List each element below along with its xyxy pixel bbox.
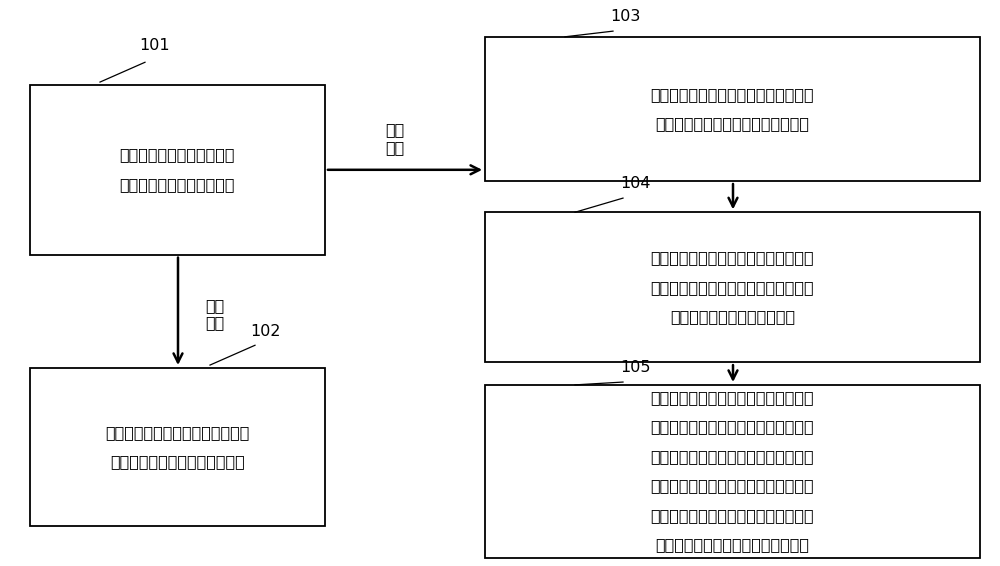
Text: 在每一单位碰撞时长的制动减速度变化: 在每一单位碰撞时长的制动减速度变化	[651, 449, 814, 464]
Text: 104: 104	[620, 177, 650, 191]
Text: 斜率，控制车辆按照所确定的制动减速: 斜率，控制车辆按照所确定的制动减速	[651, 478, 814, 494]
Text: ，确定本车当前的行驶模式: ，确定本车当前的行驶模式	[120, 177, 235, 192]
Text: 105: 105	[620, 361, 650, 375]
Text: 度变化斜率对本车的实际制动减速度进: 度变化斜率对本车的实际制动减速度进	[651, 508, 814, 523]
Text: 102: 102	[250, 324, 280, 338]
Text: 巡航
模式: 巡航 模式	[205, 298, 225, 331]
Text: 根据本车以及前车的相关行驶参数，确: 根据本车以及前车的相关行驶参数，确	[651, 87, 814, 102]
Text: 与前车之间的相对速度，计算出本车与: 与前车之间的相对速度，计算出本车与	[651, 280, 814, 295]
Text: 行调整，直至调整至目标制动减速度: 行调整，直至调整至目标制动减速度	[655, 537, 809, 552]
Text: 前车发生碰撞所需的碰撞时长: 前车发生碰撞所需的碰撞时长	[670, 309, 795, 324]
Text: 101: 101	[140, 38, 170, 53]
Text: 照关系表中，确定出本车的制动减速度: 照关系表中，确定出本车的制动减速度	[651, 419, 814, 435]
Bar	[485, 37, 980, 181]
Text: 定本车在当前时刻的目标制动减速度: 定本车在当前时刻的目标制动减速度	[655, 116, 809, 131]
Text: 根据所计算出的碰撞时长，从预定的对: 根据所计算出的碰撞时长，从预定的对	[651, 390, 814, 405]
Text: 车在当前时刻的目标制动减速度: 车在当前时刻的目标制动减速度	[110, 454, 245, 469]
Text: 跟车
模式: 跟车 模式	[385, 122, 405, 155]
Text: 在本车处于自动驾驶状态时: 在本车处于自动驾驶状态时	[120, 148, 235, 162]
Text: 103: 103	[610, 10, 640, 24]
Bar	[30, 368, 325, 526]
Bar	[30, 85, 325, 255]
Text: 根据本车的相关行驶参数，确定本: 根据本车的相关行驶参数，确定本	[105, 425, 250, 440]
Bar	[485, 385, 980, 558]
Text: 根据本车与前车之间的相对距离和本车: 根据本车与前车之间的相对距离和本车	[651, 250, 814, 265]
Bar	[485, 212, 980, 362]
